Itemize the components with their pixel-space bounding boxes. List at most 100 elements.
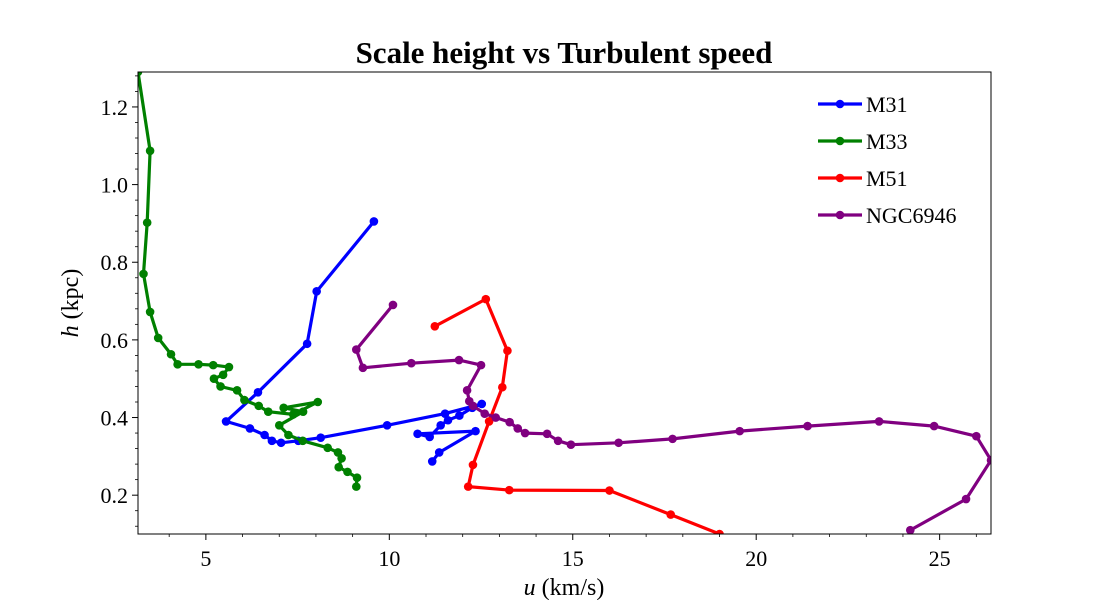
x-tick-label: 20 (745, 546, 767, 571)
data-point-m31 (369, 217, 379, 226)
legend-item-m33: M33 (818, 129, 908, 154)
data-point-ngc6946 (874, 417, 884, 426)
data-point-ngc6946 (491, 413, 501, 422)
y-axis-variable: h (58, 325, 84, 337)
data-point-m33 (298, 407, 308, 417)
series-layer (138, 72, 991, 534)
data-point-m31 (413, 429, 422, 439)
y-axis-label: h (kpc) (58, 269, 84, 338)
x-tick-label: 10 (378, 546, 400, 571)
data-point-ngc6946 (462, 386, 472, 395)
data-point-m31 (267, 436, 277, 446)
data-point-ngc6946 (407, 358, 416, 368)
data-point-ngc6946 (735, 426, 744, 436)
x-axis-variable: u (524, 575, 536, 600)
series-m51 (430, 294, 724, 534)
data-point-ngc6946 (358, 363, 368, 373)
data-point-m51 (498, 382, 507, 392)
data-point-ngc6946 (454, 355, 464, 365)
data-point-m33 (263, 407, 273, 417)
data-point-m31 (427, 457, 437, 466)
data-point-m33 (232, 386, 242, 395)
data-point-m31 (245, 424, 255, 433)
data-point-m51 (666, 510, 676, 519)
y-tick-label: 0.2 (101, 483, 129, 508)
data-point-m33 (208, 360, 218, 370)
data-point-m31 (312, 287, 321, 296)
data-point-m33 (194, 360, 203, 369)
data-point-m33 (279, 403, 288, 413)
data-point-ngc6946 (480, 409, 490, 418)
data-point-ngc6946 (668, 434, 677, 444)
series-m31 (221, 217, 487, 466)
data-point-m31 (276, 438, 286, 448)
data-point-ngc6946 (803, 421, 812, 431)
data-point-m33 (343, 467, 352, 477)
y-tick-label: 0.8 (101, 250, 129, 275)
data-point-m33 (334, 462, 343, 472)
data-point-m51 (468, 460, 478, 470)
data-point-m31 (436, 420, 445, 430)
data-point-ngc6946 (513, 424, 523, 433)
data-point-ngc6946 (614, 438, 623, 448)
y-tick-label: 0.4 (101, 406, 129, 431)
data-point-m33 (138, 72, 143, 77)
data-point-m33 (254, 401, 264, 411)
data-point-m33 (139, 269, 148, 279)
legend-label: M31 (866, 92, 908, 117)
x-tick-label: 25 (929, 546, 951, 571)
series-line-m51 (434, 297, 721, 534)
data-point-ngc6946 (553, 436, 563, 446)
data-point-m31 (443, 415, 453, 425)
data-point-m31 (302, 339, 312, 349)
data-point-ngc6946 (520, 428, 530, 438)
data-point-ngc6946 (505, 417, 514, 427)
data-point-m31 (455, 411, 464, 420)
data-point-ngc6946 (388, 300, 398, 310)
data-point-m51 (481, 294, 491, 304)
data-point-m33 (216, 382, 225, 391)
legend: M31 M33 M51 NGC6946 (818, 92, 956, 228)
data-point-m33 (240, 395, 249, 405)
data-point-m51 (503, 346, 512, 356)
x-axis: 5 10 15 20 25 (168, 534, 977, 571)
series-ngc6946 (351, 300, 991, 534)
data-point-m33 (298, 436, 308, 446)
y-tick-label: 1.0 (101, 173, 129, 198)
legend-item-m51: M51 (818, 166, 908, 191)
data-point-m33 (145, 146, 155, 156)
data-point-m51 (504, 485, 514, 495)
x-tick-label: 5 (200, 546, 211, 571)
data-point-m33 (284, 430, 293, 440)
data-point-m31 (440, 409, 450, 418)
data-point-m33 (209, 374, 219, 384)
data-point-m33 (274, 420, 284, 430)
data-point-m31 (382, 420, 392, 430)
data-point-m33 (145, 307, 155, 317)
y-tick-label: 0.6 (101, 328, 129, 353)
data-point-ngc6946 (972, 431, 981, 441)
x-tick-label: 15 (562, 546, 584, 571)
y-axis: 0.2 0.4 0.6 0.8 1.0 1.2 (101, 75, 138, 527)
data-point-ngc6946 (542, 429, 552, 439)
data-point-ngc6946 (905, 525, 915, 534)
data-point-m31 (434, 448, 444, 457)
data-point-m31 (253, 387, 263, 397)
legend-label: M51 (866, 166, 908, 191)
data-point-m33 (166, 349, 176, 359)
legend-item-ngc6946: NGC6946 (818, 203, 956, 228)
chart-title: Scale height vs Turbulent speed (356, 35, 773, 70)
y-axis-unit: (kpc) (58, 269, 84, 320)
data-point-m51 (463, 482, 473, 491)
data-point-m33 (323, 443, 332, 453)
data-point-m31 (471, 426, 480, 436)
data-point-m31 (477, 399, 487, 409)
data-point-m33 (288, 410, 298, 419)
data-point-m51 (605, 486, 614, 495)
x-axis-unit: (km/s) (542, 575, 605, 600)
data-point-m33 (337, 453, 346, 463)
data-point-ngc6946 (961, 494, 971, 504)
legend-marker (835, 210, 845, 220)
x-axis-label: u (km/s) (524, 575, 605, 600)
